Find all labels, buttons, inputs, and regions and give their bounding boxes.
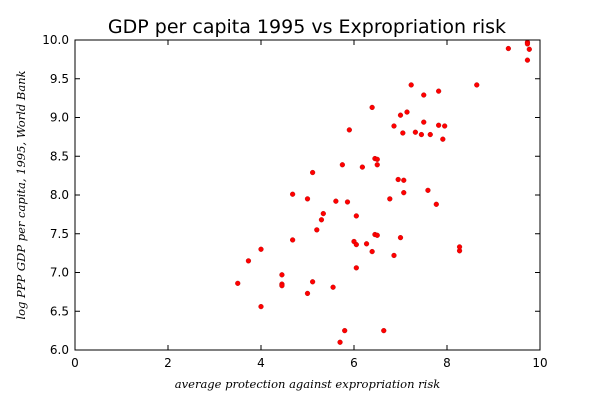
data-point	[524, 57, 531, 63]
data-point	[337, 339, 343, 345]
data-point	[374, 232, 380, 238]
data-point	[374, 162, 380, 168]
data-point	[421, 92, 427, 98]
data-point	[474, 82, 480, 88]
x-tick-label: 6	[350, 356, 358, 370]
data-point	[401, 190, 407, 196]
y-tick-label: 8.5	[50, 149, 69, 163]
data-point	[279, 272, 285, 278]
data-point	[400, 130, 406, 136]
data-point	[245, 258, 252, 264]
data-point	[391, 123, 397, 129]
data-point	[387, 196, 393, 202]
data-point	[304, 196, 311, 202]
data-point	[418, 131, 425, 138]
data-point	[425, 187, 431, 193]
data-point	[320, 211, 326, 217]
data-point	[391, 252, 397, 259]
y-tick-label: 7.5	[50, 227, 69, 241]
data-point	[381, 328, 387, 334]
x-tick-label: 8	[443, 356, 451, 370]
data-point	[397, 112, 404, 118]
data-point	[404, 109, 410, 115]
y-axis-label: log PPP GDP per capita, 1995, World Bank	[14, 70, 28, 319]
y-tick-label: 6.5	[50, 304, 69, 318]
data-point	[456, 244, 463, 250]
y-tick-label: 9.0	[50, 111, 69, 125]
y-tick-label: 9.5	[50, 72, 69, 86]
data-point	[318, 217, 325, 223]
data-point	[258, 304, 264, 310]
data-point	[401, 177, 407, 183]
data-point	[258, 246, 264, 252]
data-point	[440, 136, 446, 142]
data-point	[442, 123, 448, 129]
chart-title: GDP per capita 1995 vs Expropriation ris…	[108, 16, 506, 38]
data-point	[436, 122, 442, 128]
data-point	[436, 88, 442, 94]
data-point	[346, 127, 352, 133]
data-point	[526, 46, 532, 52]
data-point	[314, 227, 320, 233]
x-axis-label: average protection against expropriation…	[175, 377, 440, 391]
data-point	[310, 169, 316, 176]
points-layer	[235, 39, 532, 345]
data-point	[290, 237, 296, 243]
data-point	[427, 131, 433, 138]
data-point	[412, 129, 418, 135]
data-point	[235, 280, 241, 286]
y-tick-label: 6.0	[50, 343, 69, 357]
data-point	[290, 191, 296, 197]
data-point	[433, 201, 439, 207]
data-point	[279, 283, 285, 289]
data-point	[344, 199, 351, 205]
data-point	[304, 290, 311, 297]
data-point	[310, 279, 316, 285]
data-point	[330, 284, 336, 290]
y-axis: 6.0 6.5 7.0 7.5 8.0 8.5 9.0 9.5 10.0	[42, 33, 540, 357]
x-tick-label: 2	[164, 356, 172, 370]
x-tick-label: 0	[71, 356, 79, 370]
data-point	[408, 82, 414, 88]
data-point	[339, 162, 345, 168]
data-point	[333, 198, 339, 204]
data-point	[395, 176, 401, 183]
data-point	[524, 41, 531, 47]
data-point	[369, 104, 375, 111]
x-tick-label: 4	[257, 356, 265, 370]
data-point	[421, 119, 427, 125]
data-point	[353, 265, 359, 271]
y-tick-label: 10.0	[42, 33, 69, 47]
plot-frame	[74, 39, 541, 351]
data-point	[353, 242, 359, 248]
data-point	[369, 248, 375, 255]
x-tick-label: 10	[532, 356, 547, 370]
data-point	[359, 164, 365, 170]
data-point	[342, 328, 348, 334]
data-point	[505, 45, 511, 52]
data-point	[353, 213, 359, 219]
y-tick-label: 8.0	[50, 188, 69, 202]
y-tick-label: 7.0	[50, 266, 69, 280]
data-point	[363, 241, 370, 247]
data-point	[374, 156, 380, 162]
x-axis: 0 2 4 6 8 10	[71, 40, 548, 370]
data-point	[397, 235, 404, 241]
